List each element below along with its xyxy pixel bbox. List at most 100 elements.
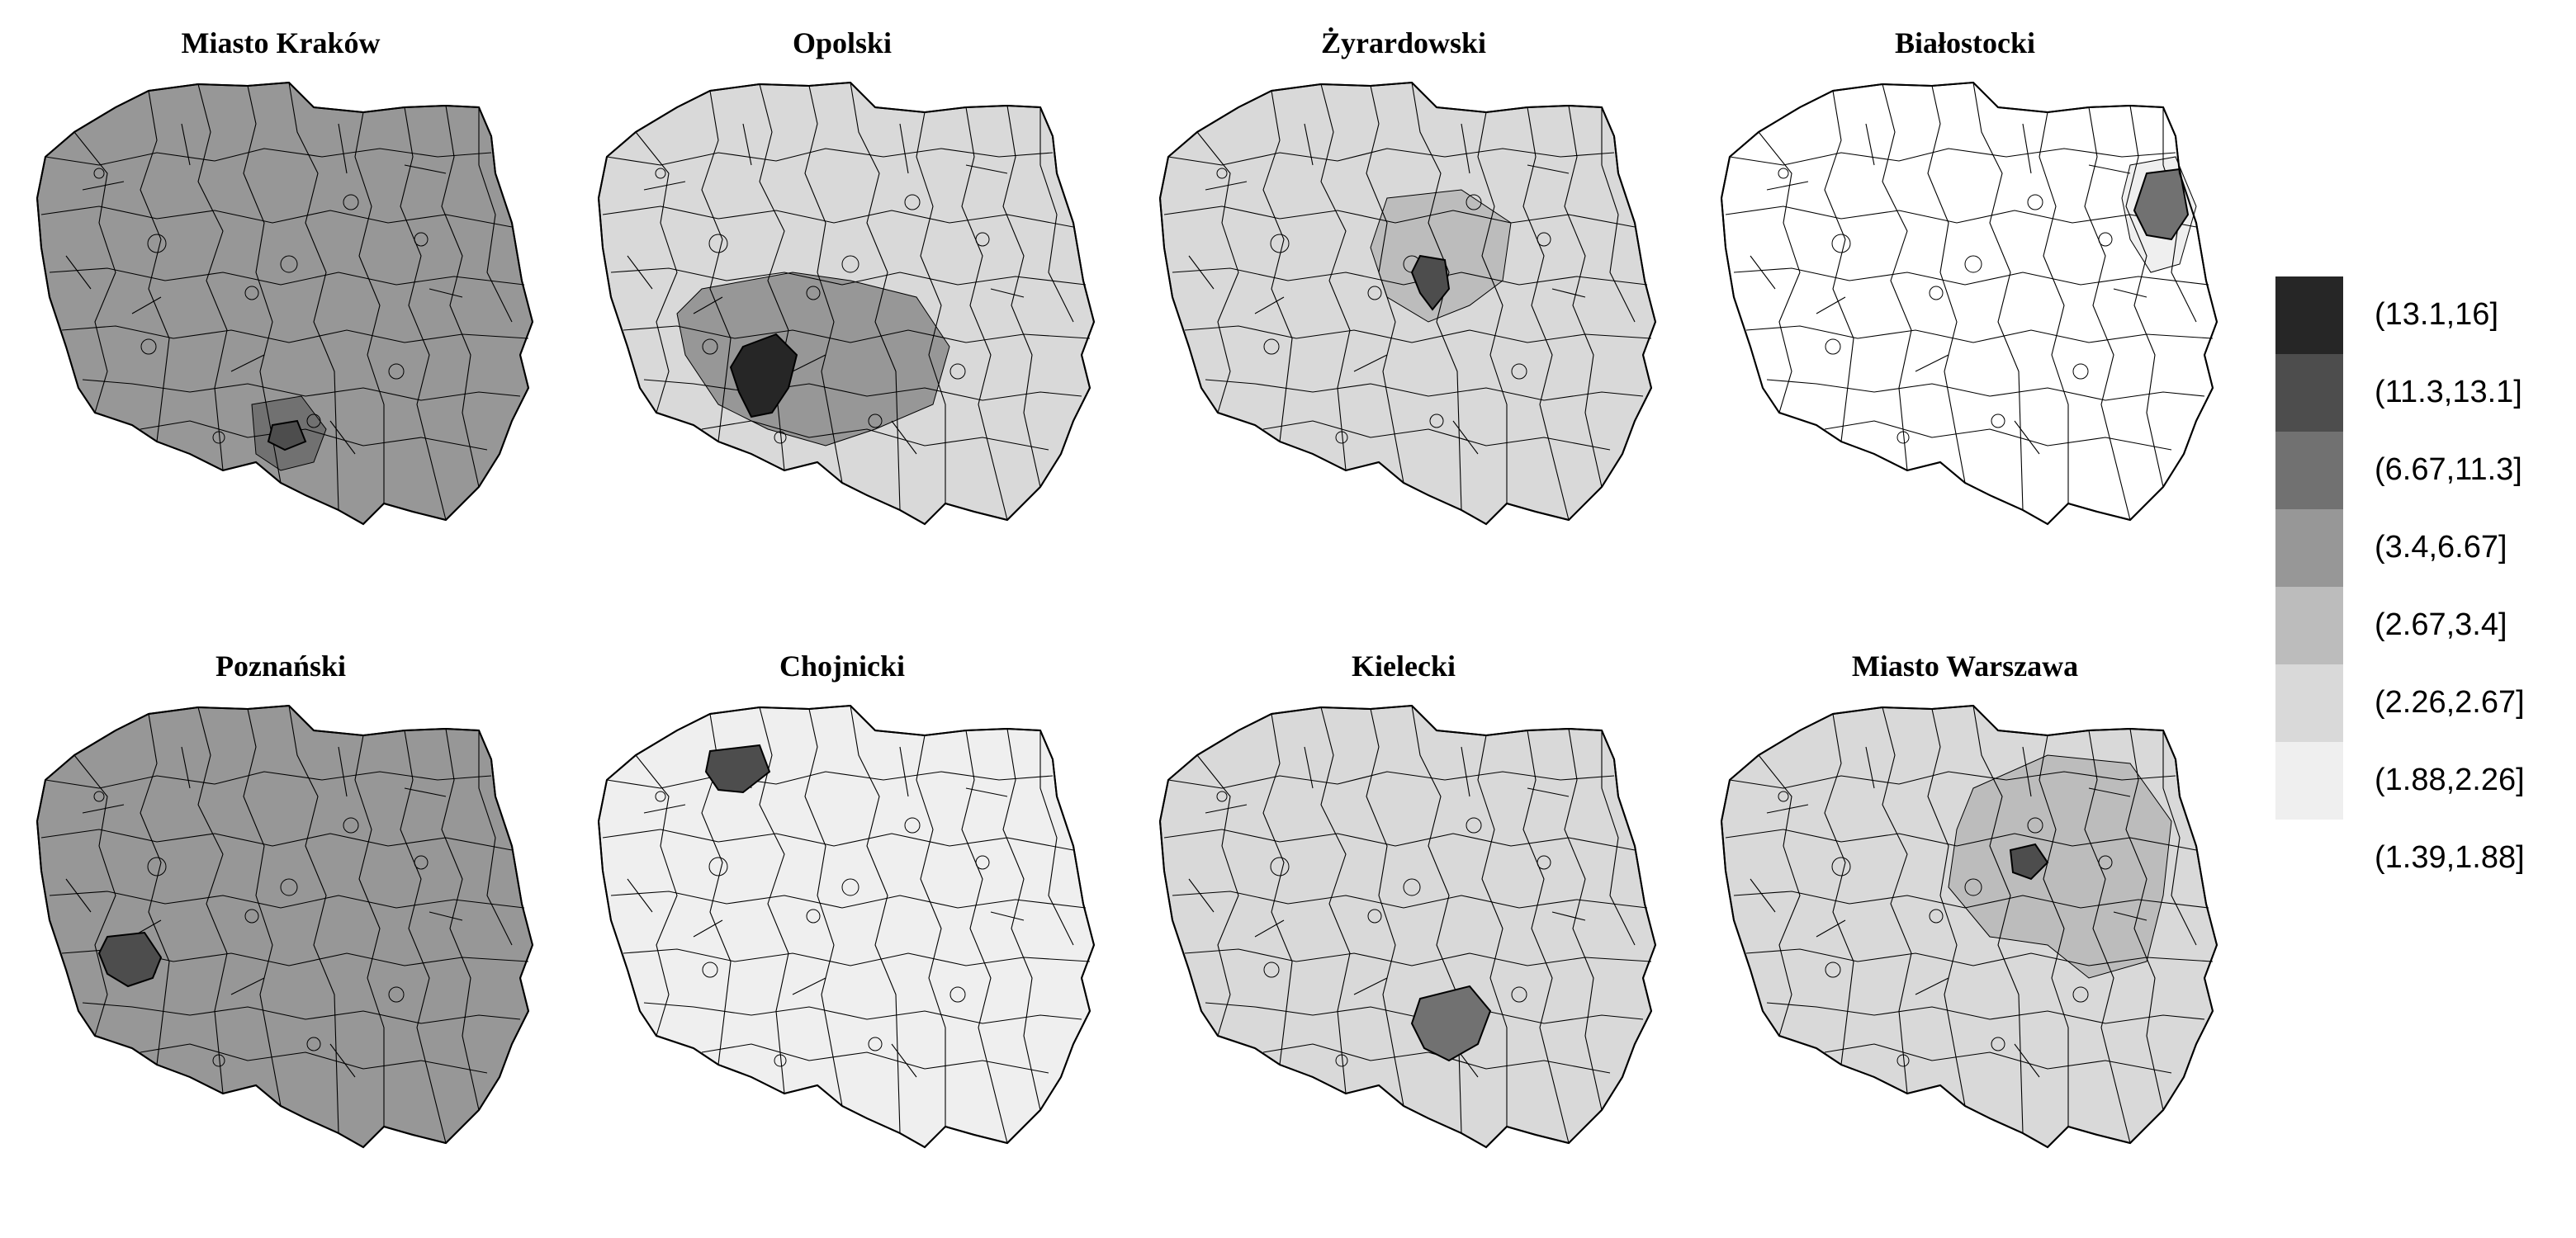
city-county	[1778, 791, 1789, 802]
map-title: Kielecki	[1352, 650, 1456, 683]
country-area	[1720, 81, 2218, 526]
county-borders	[1725, 82, 2214, 521]
city-county	[1270, 857, 1290, 877]
city-county	[2072, 363, 2089, 380]
city-county	[2027, 194, 2043, 210]
country-border	[597, 704, 1096, 1149]
poland-map	[1720, 81, 2218, 526]
legend-swatch-7	[2275, 742, 2343, 820]
city-county	[655, 791, 666, 802]
city-county	[1335, 431, 1348, 444]
country-border	[1158, 81, 1657, 526]
legend-label: (11.3,13.1]	[2375, 375, 2522, 409]
city-county	[280, 878, 298, 896]
legend-label: (6.67,11.3]	[2375, 452, 2522, 487]
city-county	[841, 255, 859, 273]
city-county	[93, 168, 105, 179]
country-area	[36, 704, 534, 1149]
city-county	[708, 857, 728, 877]
city-county	[975, 855, 990, 870]
highlight-county	[1410, 254, 1451, 311]
county-borders	[602, 82, 1091, 521]
highlight-county	[729, 333, 798, 418]
city-county	[147, 234, 167, 253]
city-county	[806, 909, 821, 924]
city-county	[93, 791, 105, 802]
legend-swatch-4	[2275, 509, 2343, 587]
city-county	[1896, 431, 1910, 444]
map-title: Białostocki	[1894, 26, 2035, 59]
city-county	[1466, 194, 1482, 210]
poland-map	[597, 704, 1096, 1149]
highlight-county	[267, 419, 307, 451]
legend-label: (1.88,2.26]	[2375, 763, 2525, 797]
highlight-county	[704, 744, 771, 794]
highlight-county	[2009, 843, 2049, 881]
country-area	[1158, 704, 1657, 1149]
city-county	[306, 413, 321, 428]
legend-swatch-5	[2275, 587, 2343, 664]
country-border	[36, 81, 534, 526]
city-county	[1466, 817, 1482, 834]
city-county	[841, 878, 859, 896]
country-border	[1720, 704, 2218, 1149]
city-county	[1831, 234, 1851, 253]
city-county	[1991, 413, 2005, 428]
city-county	[1537, 232, 1551, 247]
city-county	[140, 338, 157, 355]
county-borders	[602, 705, 1091, 1144]
city-county	[414, 232, 429, 247]
poland-map	[1158, 704, 1657, 1149]
city-county	[1964, 255, 1982, 273]
map-panel-warszawa: Miasto Warszawa	[1701, 648, 2229, 1226]
country-border	[1720, 81, 2218, 526]
city-county	[1825, 962, 1841, 978]
map-panel-kielecki: Kielecki	[1139, 648, 1668, 1226]
city-county	[2098, 232, 2113, 247]
city-county	[1896, 1054, 1910, 1067]
city-county	[280, 255, 298, 273]
city-county	[1537, 855, 1551, 870]
city-county	[975, 232, 990, 247]
neighbor-counties	[1948, 754, 2172, 979]
map-panel-zyrardowski: Żyrardowski	[1139, 25, 1668, 602]
city-county	[306, 1037, 321, 1051]
city-county	[1367, 286, 1382, 300]
map-title: Opolski	[792, 26, 893, 59]
city-county	[1929, 909, 1944, 924]
city-county	[774, 431, 787, 444]
poland-map	[36, 704, 534, 1149]
poland-map	[1720, 704, 2218, 1149]
legend-label: (2.26,2.67]	[2375, 685, 2525, 720]
map-panel-poznanski: Poznański	[17, 648, 545, 1226]
city-county	[774, 1054, 787, 1067]
country-border	[597, 81, 1096, 526]
city-county	[1270, 234, 1290, 253]
city-county	[904, 817, 921, 834]
city-county	[212, 431, 225, 444]
city-county	[388, 363, 405, 380]
legend-label: (2.67,3.4]	[2375, 607, 2507, 642]
poland-map	[1158, 81, 1657, 526]
city-county	[1263, 962, 1280, 978]
city-county	[1367, 909, 1382, 924]
city-county	[949, 986, 966, 1003]
city-county	[806, 286, 821, 300]
city-county	[1825, 338, 1841, 355]
legend-label: (1.39,1.88]	[2375, 840, 2525, 875]
map-title: Żyrardowski	[1320, 26, 1487, 59]
city-county	[1511, 363, 1527, 380]
country-area	[597, 704, 1096, 1149]
legend-label: (3.4,6.67]	[2375, 530, 2507, 565]
city-county	[868, 413, 883, 428]
map-panel-chojnicki: Chojnicki	[578, 648, 1106, 1226]
county-borders	[40, 82, 529, 521]
city-county	[655, 168, 666, 179]
city-county	[708, 234, 728, 253]
city-county	[1511, 986, 1527, 1003]
highlight-county	[97, 931, 163, 988]
city-county	[388, 986, 405, 1003]
country-border	[1158, 704, 1657, 1149]
city-county	[244, 909, 259, 924]
city-county	[414, 855, 429, 870]
